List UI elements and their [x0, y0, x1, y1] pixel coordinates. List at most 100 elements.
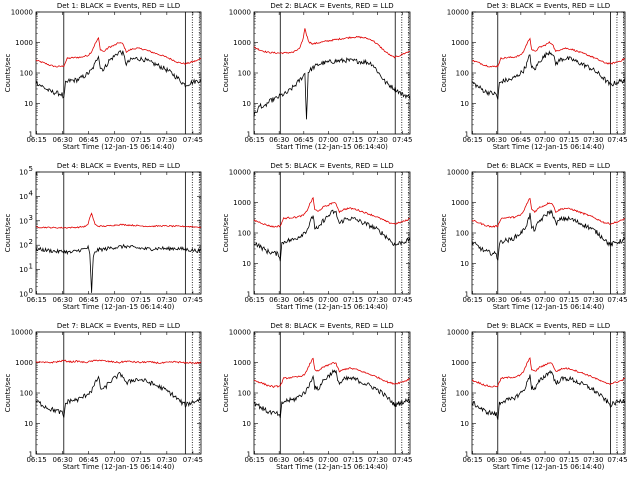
y-tick-label: 1 — [465, 131, 469, 139]
y-tick-label: 10000 — [229, 169, 251, 177]
x-tick-label: 07:15 — [131, 136, 151, 144]
y-tick-label: 10 — [242, 260, 251, 268]
y-axis-label: Counts/sec — [440, 54, 448, 93]
x-tick-label: 07:00 — [318, 136, 338, 144]
x-tick-label: 06:45 — [511, 456, 531, 464]
y-tick-label: 1000 — [233, 39, 251, 47]
y-tick-exponent: 1 — [29, 263, 33, 271]
x-tick-label: 07:15 — [559, 296, 579, 304]
chart-panel-3: Det 3: BLACK = Events, RED = LLD 06:15 06:… — [440, 2, 628, 151]
y-tick-label: 1000 — [451, 39, 469, 47]
chart-title: Det 4: BLACK = Events, RED = LLD — [57, 162, 180, 170]
y-tick-label: 100 — [456, 230, 469, 238]
lld-series-line — [253, 357, 411, 388]
events-series-line — [253, 57, 411, 120]
y-tick-label: 100 — [238, 230, 251, 238]
y-tick-label: 1 — [29, 451, 33, 459]
x-tick-label: 07:30 — [583, 136, 603, 144]
y-tick-label: 10 — [24, 100, 33, 108]
plot-frame — [35, 11, 202, 135]
x-tick-label: 06:30 — [269, 296, 289, 304]
x-tick-label: 07:00 — [535, 136, 555, 144]
events-series-line — [471, 209, 625, 261]
events-series-line — [471, 50, 626, 100]
y-axis-label: Counts/sec — [4, 374, 12, 413]
y-tick-label: 1000 — [233, 199, 251, 207]
events-series-line — [35, 243, 202, 293]
chart-title: Det 9: BLACK = Events, RED = LLD — [487, 322, 610, 330]
y-tick-label: 1000 — [15, 359, 33, 367]
x-tick-label: 07:00 — [535, 296, 555, 304]
x-tick-label: 06:30 — [53, 456, 73, 464]
lld-series-line — [35, 212, 202, 229]
x-tick-label: 07:15 — [559, 456, 579, 464]
y-tick-label: 1 — [247, 291, 251, 299]
y-tick-label: 1000 — [451, 199, 469, 207]
lld-series-line — [253, 196, 411, 228]
chart-title: Det 8: BLACK = Events, RED = LLD — [270, 322, 393, 330]
x-tick-label: 06:15 — [244, 456, 264, 464]
x-tick-label: 07:30 — [157, 456, 177, 464]
x-tick-label: 06:45 — [511, 296, 531, 304]
x-tick-label: 07:45 — [607, 456, 627, 464]
x-tick-label: 06:30 — [269, 136, 289, 144]
x-axis-label: Start Time (12-Jan-15 06:14:40) — [63, 143, 175, 151]
x-tick-label: 06:15 — [244, 136, 264, 144]
x-tick-label: 07:30 — [583, 296, 603, 304]
x-tick-label: 06:45 — [294, 296, 314, 304]
y-tick-label: 100 — [20, 70, 33, 78]
events-series-line — [253, 209, 411, 262]
chart-title: Det 1: BLACK = Events, RED = LLD — [57, 2, 180, 10]
x-axis-label: Start Time (12-Jan-15 06:14:40) — [276, 463, 388, 471]
x-tick-label: 06:15 — [26, 136, 46, 144]
x-tick-label: 06:15 — [462, 136, 482, 144]
chart-title: Det 6: BLACK = Events, RED = LLD — [487, 162, 610, 170]
plot-frame — [253, 331, 411, 455]
chart-panel-5: Det 5: BLACK = Events, RED = LLD 06:15 06:… — [222, 162, 412, 311]
x-tick-label: 06:15 — [26, 296, 46, 304]
y-axis-label: Counts/sec — [4, 214, 12, 253]
x-tick-label: 06:30 — [269, 456, 289, 464]
y-tick-label: 1 — [247, 451, 251, 459]
x-tick-label: 06:15 — [244, 296, 264, 304]
y-tick-label: 10000 — [447, 329, 469, 337]
y-tick-label: 10 — [19, 291, 28, 299]
plot-frame — [253, 11, 411, 135]
lld-series-line — [471, 197, 626, 228]
x-tick-label: 07:30 — [157, 136, 177, 144]
y-tick-label: 100 — [238, 70, 251, 78]
y-tick-label: 1000 — [15, 39, 33, 47]
y-tick-label: 10000 — [447, 169, 469, 177]
events-series-line — [35, 50, 202, 99]
x-axis-label: Start Time (12-Jan-15 06:14:40) — [493, 143, 605, 151]
y-tick-label: 10 — [460, 260, 469, 268]
chart-panel-1: Det 1: BLACK = Events, RED = LLD 06:15 06:… — [4, 2, 203, 151]
x-tick-label: 07:45 — [607, 296, 627, 304]
x-tick-label: 06:30 — [487, 136, 507, 144]
x-tick-label: 06:15 — [462, 456, 482, 464]
y-tick-label: 1000 — [233, 359, 251, 367]
y-tick-label: 10 — [19, 193, 28, 201]
x-tick-label: 07:15 — [131, 296, 151, 304]
x-tick-label: 07:00 — [105, 456, 125, 464]
y-tick-label: 10 — [460, 100, 469, 108]
y-axis-label: Counts/sec — [222, 214, 230, 253]
x-tick-label: 06:30 — [53, 136, 73, 144]
y-tick-label: 100 — [238, 390, 251, 398]
y-tick-label: 10000 — [229, 329, 251, 337]
chart-panel-6: Det 6: BLACK = Events, RED = LLD 06:15 06:… — [440, 162, 628, 311]
lld-series-line — [253, 28, 411, 59]
y-tick-label: 10 — [19, 266, 28, 274]
y-axis-label: Counts/sec — [4, 54, 12, 93]
y-axis-label: Counts/sec — [222, 54, 230, 93]
x-tick-label: 06:45 — [79, 136, 99, 144]
x-tick-label: 06:30 — [53, 296, 73, 304]
x-tick-label: 07:00 — [318, 296, 338, 304]
x-tick-label: 07:30 — [583, 456, 603, 464]
chart-panel-4: Det 4: BLACK = Events, RED = LLD 06:15 06:… — [4, 162, 203, 311]
x-tick-label: 06:15 — [462, 296, 482, 304]
chart-panel-8: Det 8: BLACK = Events, RED = LLD 06:15 06:… — [222, 322, 412, 471]
x-tick-label: 07:15 — [343, 296, 363, 304]
chart-title: Det 7: BLACK = Events, RED = LLD — [57, 322, 180, 330]
